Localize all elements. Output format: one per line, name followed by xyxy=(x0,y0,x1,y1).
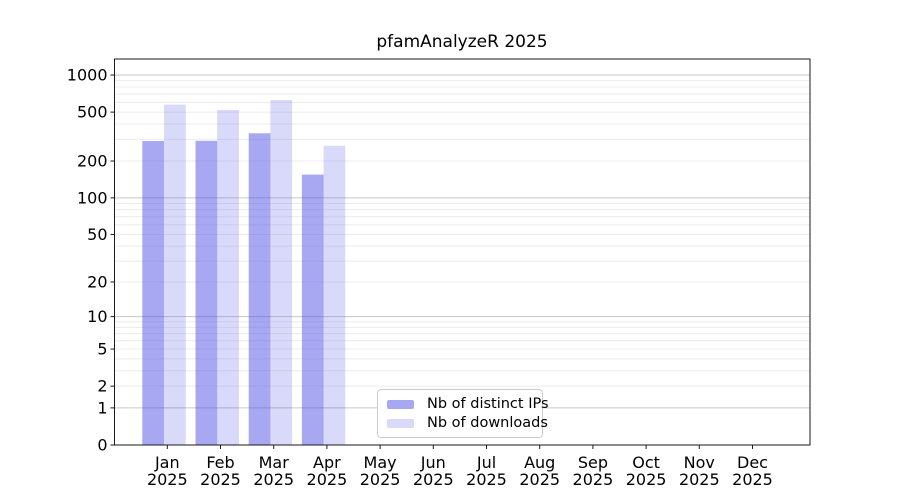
x-tick-label-dec: Dec xyxy=(737,453,768,472)
x-tick-label-sep: Sep xyxy=(578,453,608,472)
x-tick-label-aug: Aug xyxy=(524,453,555,472)
y-tick-label-500: 500 xyxy=(77,103,108,122)
bar-downloads-jan xyxy=(164,104,186,445)
bar-distinct-ips-mar xyxy=(248,133,271,446)
legend: Nb of distinct IPs Nb of downloads xyxy=(377,389,549,438)
legend-item-distinct-ips: Nb of distinct IPs xyxy=(387,397,549,412)
x-tick-year-apr: 2025 xyxy=(307,470,348,489)
x-tick-year-jul: 2025 xyxy=(466,470,507,489)
x-tick-label-jun: Jun xyxy=(420,453,446,472)
axis-layer: 01251020501002005001000Jan2025Feb2025Mar… xyxy=(67,58,811,489)
x-tick-year-mar: 2025 xyxy=(253,470,294,489)
y-tick-label-2: 2 xyxy=(97,377,107,396)
y-tick-label-20: 20 xyxy=(87,273,107,292)
y-tick-label-1: 1 xyxy=(97,398,107,417)
legend-label-distinct-ips: Nb of distinct IPs xyxy=(427,395,549,412)
y-tick-label-0: 0 xyxy=(97,436,107,455)
x-tick-year-jan: 2025 xyxy=(147,470,188,489)
plot-border xyxy=(114,58,811,446)
legend-label-downloads: Nb of downloads xyxy=(427,414,548,431)
bar-layer xyxy=(142,100,346,446)
bar-downloads-apr xyxy=(323,145,346,446)
y-tick-label-10: 10 xyxy=(87,307,107,326)
x-tick-label-jan: Jan xyxy=(154,453,180,472)
x-tick-label-may: May xyxy=(364,453,397,472)
distinct-ips-swatch-icon xyxy=(387,399,414,409)
y-tick-label-50: 50 xyxy=(87,225,107,244)
x-tick-label-nov: Nov xyxy=(684,453,715,472)
x-tick-year-may: 2025 xyxy=(360,470,401,489)
y-tick-label-100: 100 xyxy=(77,188,108,207)
legend-item-downloads: Nb of downloads xyxy=(387,416,548,431)
chart-title: pfamAnalyzeR 2025 xyxy=(376,32,547,52)
x-tick-label-oct: Oct xyxy=(632,453,660,472)
y-tick-label-200: 200 xyxy=(77,152,108,171)
x-tick-year-jun: 2025 xyxy=(413,470,454,489)
x-tick-year-feb: 2025 xyxy=(200,470,241,489)
x-tick-label-apr: Apr xyxy=(313,453,341,472)
bar-downloads-mar xyxy=(270,100,293,445)
x-tick-label-feb: Feb xyxy=(206,453,234,472)
y-tick-label-1000: 1000 xyxy=(67,66,108,85)
bar-distinct-ips-feb xyxy=(195,140,218,446)
x-tick-label-mar: Mar xyxy=(259,453,290,472)
downloads-swatch-icon xyxy=(387,418,414,428)
x-tick-year-dec: 2025 xyxy=(732,470,773,489)
x-tick-year-oct: 2025 xyxy=(626,470,667,489)
x-tick-year-sep: 2025 xyxy=(573,470,614,489)
bar-distinct-ips-apr xyxy=(301,174,324,445)
x-tick-year-aug: 2025 xyxy=(519,470,560,489)
x-tick-year-nov: 2025 xyxy=(679,470,720,489)
y-tick-label-5: 5 xyxy=(97,340,107,359)
bar-downloads-feb xyxy=(217,110,239,445)
x-tick-label-jul: Jul xyxy=(476,453,496,472)
bar-distinct-ips-jan xyxy=(142,141,164,445)
